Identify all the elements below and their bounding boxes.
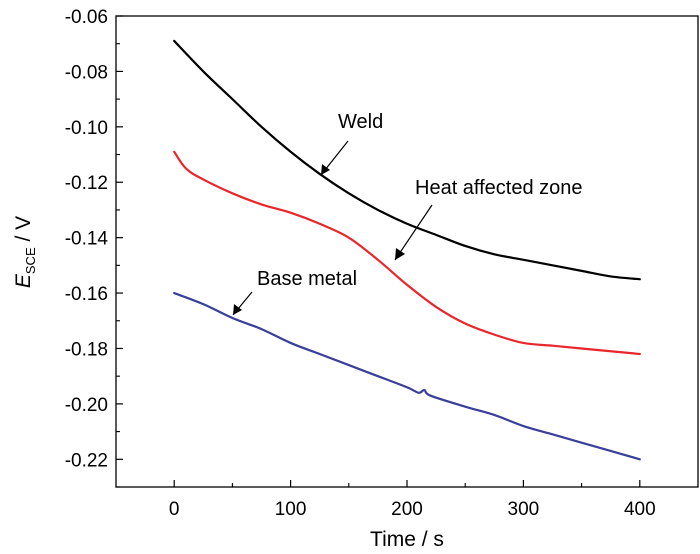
annotation-layer: Weld Heat affected zone Base metal: [232, 111, 583, 316]
y-tick-label: -0.10: [65, 118, 108, 139]
annotation-weld: Weld: [338, 111, 383, 133]
y-tick-label: -0.14: [65, 229, 109, 250]
y-tick-label: -0.20: [65, 395, 108, 416]
y-axis-ticks: -0.22 -0.20 -0.18 -0.16 -0.14 -0.12 -0.10 -0.08…: [65, 7, 123, 488]
plot-frame: [115, 15, 699, 488]
y-axis-subscript: SCE: [23, 247, 38, 274]
y-tick-label: -0.08: [65, 62, 108, 83]
x-axis-ticks: 0 100 200 300 400: [169, 480, 656, 520]
x-tick-label: 400: [624, 499, 656, 520]
y-tick-label: -0.12: [65, 173, 108, 194]
y-axis-label: ESCE / V: [12, 216, 38, 288]
series-layer: [173, 39, 641, 461]
annotation-arrowhead-haz: [395, 248, 405, 260]
x-axis-label: Time / s: [370, 528, 444, 551]
y-tick-label: -0.18: [65, 339, 108, 360]
x-tick-label: 200: [391, 499, 423, 520]
annotation-base-metal: Base metal: [257, 268, 357, 290]
x-tick-label: 0: [169, 499, 180, 520]
y-tick-label: -0.16: [65, 284, 108, 305]
series-line-weld: [173, 39, 641, 281]
y-axis-unit: / V: [12, 216, 35, 248]
y-tick-label: -0.06: [65, 7, 108, 28]
annotation-arrow-haz: [394, 204, 433, 261]
series-line-heat-affected-zone: [173, 150, 641, 356]
y-axis-symbol: E: [12, 273, 35, 288]
annotation-arrowhead-weld: [321, 164, 330, 175]
x-tick-label: 100: [275, 499, 307, 520]
series-line-base-metal: [173, 291, 641, 461]
x-tick-label: 300: [508, 499, 540, 520]
y-tick-label: -0.22: [65, 450, 108, 471]
annotation-heat-affected-zone: Heat affected zone: [415, 177, 583, 199]
annotation-arrowhead-base-metal: [233, 304, 242, 315]
